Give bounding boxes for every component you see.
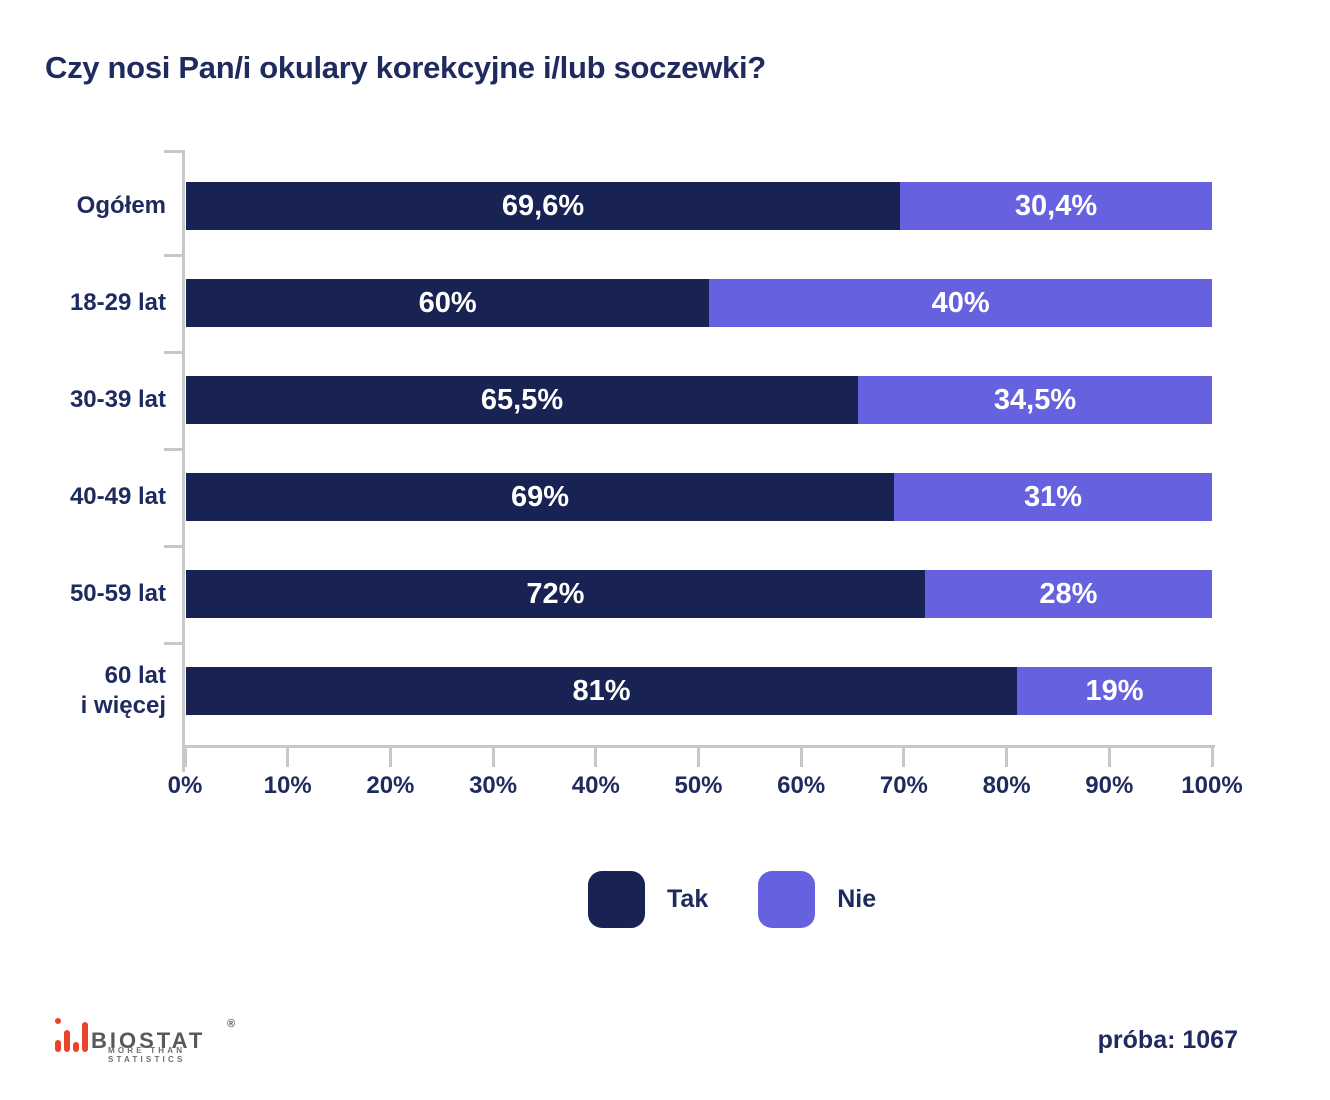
category-label: 50-59 lat <box>69 580 166 607</box>
chart-row: 65,5% 34,5% <box>186 376 1212 424</box>
x-axis-tick <box>594 748 598 767</box>
bar-segment-tak: 65,5% <box>186 376 859 424</box>
x-tick-label: 70% <box>879 772 928 799</box>
legend-item-tak: Tak <box>588 871 708 928</box>
legend-item-nie: Nie <box>758 871 876 928</box>
chart-legend: Tak Nie <box>588 871 876 928</box>
y-axis-tick <box>164 150 183 153</box>
x-tick-label: 30% <box>469 772 518 799</box>
x-axis-tick <box>388 748 392 767</box>
chart-row: 60% 40% <box>186 279 1212 327</box>
bar-segment-nie: 31% <box>893 473 1212 521</box>
y-axis-tick <box>164 544 183 548</box>
bar-segment-nie: 40% <box>709 279 1212 327</box>
category-label: 18-29 lat <box>69 289 166 316</box>
bar-chart-icon <box>55 1018 88 1052</box>
bar-segment-tak: 69,6% <box>186 182 901 230</box>
y-axis-tick <box>164 253 183 257</box>
logo-bar <box>55 1040 61 1052</box>
x-tick-label: 50% <box>674 772 723 799</box>
x-tick-label: 10% <box>263 772 312 799</box>
logo-bar <box>64 1030 70 1052</box>
registered-mark: ® <box>227 1018 236 1030</box>
logo-text: BIOSTAT <box>91 1028 206 1053</box>
bar-segment-nie: 19% <box>1017 667 1212 715</box>
bar-segment-tak: 69% <box>186 473 894 521</box>
x-tick-label: 100% <box>1181 772 1243 799</box>
bar-segment-nie: 34,5% <box>858 376 1212 424</box>
x-axis-tick <box>1107 748 1111 767</box>
x-tick-label: 60% <box>777 772 826 799</box>
x-axis-tick <box>902 748 906 767</box>
legend-swatch-tak <box>588 871 645 928</box>
logo-tagline: MORE THAN STATISTICS <box>108 1046 186 1064</box>
x-tick-label: 90% <box>1085 772 1134 799</box>
x-axis-tick <box>1005 748 1009 767</box>
bar-segment-tak: 60% <box>186 279 710 327</box>
x-axis-tick <box>799 748 803 767</box>
category-label: 60 lat i więcej <box>80 662 166 719</box>
x-tick-label: 0% <box>167 772 203 799</box>
x-tick-label: 80% <box>982 772 1031 799</box>
x-axis-tick <box>183 748 187 767</box>
logo-bar <box>73 1042 79 1052</box>
x-axis-tick <box>697 748 700 767</box>
x-axis-tick <box>1210 748 1214 767</box>
chart-row: 69% 31% <box>186 473 1212 521</box>
x-axis-line <box>182 745 1215 748</box>
logo-bar <box>82 1022 88 1052</box>
legend-swatch-nie <box>758 871 816 928</box>
legend-label: Tak <box>667 885 709 913</box>
x-tick-label: 20% <box>366 772 415 799</box>
y-axis-tick <box>164 641 183 645</box>
category-label: 40-49 lat <box>69 483 166 510</box>
y-axis-tick <box>164 447 183 451</box>
biostat-logo: BIOSTAT ® MORE THAN STATISTICS <box>55 1016 255 1066</box>
logo-dot <box>55 1018 61 1024</box>
chart-row: 69,6% 30,4% <box>186 182 1212 230</box>
bar-segment-tak: 81% <box>186 667 1018 715</box>
chart-row: 81% 19% <box>186 667 1212 715</box>
y-axis-tick <box>164 350 183 354</box>
x-axis-tick <box>491 748 495 767</box>
x-axis-tick <box>286 748 290 767</box>
chart-title: Czy nosi Pan/i okulary korekcyjne i/lub … <box>45 50 766 85</box>
y-axis-line <box>182 150 185 772</box>
category-label: 30-39 lat <box>69 386 166 413</box>
sample-size-label: próba: 1067 <box>1097 1026 1238 1054</box>
category-label: Ogółem <box>76 192 166 219</box>
legend-label: Nie <box>837 885 877 913</box>
bar-segment-nie: 30,4% <box>900 182 1212 230</box>
chart-row: 72% 28% <box>186 570 1212 618</box>
bar-segment-nie: 28% <box>924 570 1212 618</box>
x-tick-label: 40% <box>571 772 620 799</box>
bar-segment-tak: 72% <box>186 570 925 618</box>
